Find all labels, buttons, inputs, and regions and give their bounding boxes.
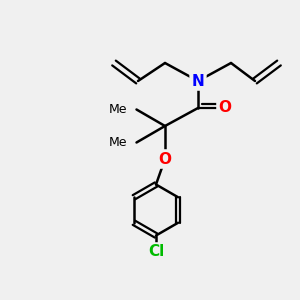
Text: Me: Me [109,136,128,149]
Text: Cl: Cl [148,244,164,260]
Text: Me: Me [109,103,128,116]
Text: N: N [192,74,204,88]
Text: O: O [158,152,172,166]
Text: O: O [218,100,232,116]
